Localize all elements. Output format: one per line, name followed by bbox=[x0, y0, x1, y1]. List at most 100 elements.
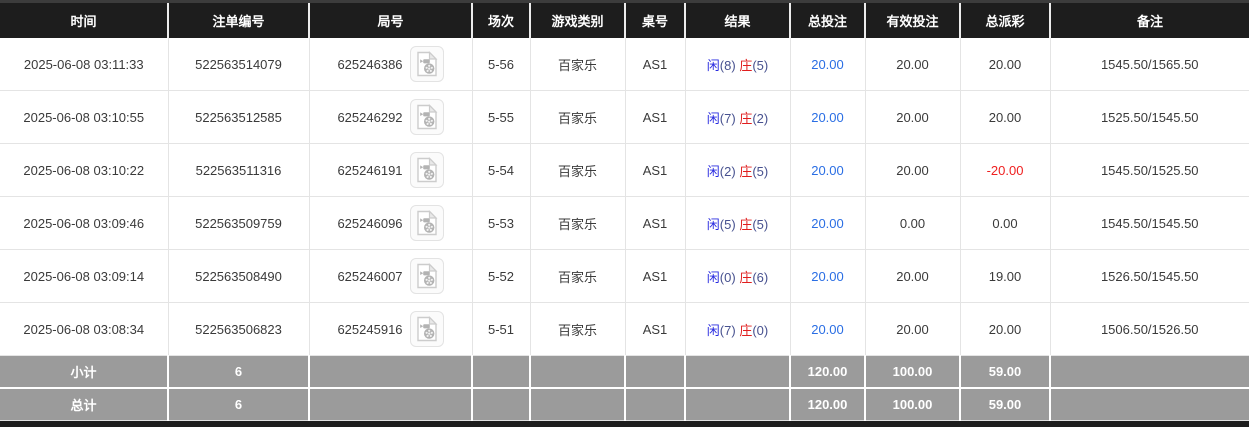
total-bet-link[interactable]: 20.00 bbox=[811, 215, 844, 231]
cell-game-type: 百家乐 bbox=[530, 38, 626, 91]
table-no-value: AS1 bbox=[642, 321, 668, 337]
game-type-value: 百家乐 bbox=[557, 110, 597, 126]
col-header-bet-id: 注单编号 bbox=[168, 0, 310, 38]
summary-result-empty bbox=[685, 388, 791, 421]
result-banker-score: (5) bbox=[752, 57, 769, 73]
total-payout-value: 0.00 bbox=[992, 215, 1018, 231]
cell-valid-bet: 0.00 bbox=[865, 196, 961, 250]
session-value: 5-53 bbox=[487, 215, 515, 231]
cell-bet-id: 522563512585 bbox=[168, 90, 310, 144]
valid-bet-value: 0.00 bbox=[899, 215, 926, 231]
time-value: 2025-06-08 03:10:22 bbox=[23, 162, 145, 178]
cell-valid-bet: 20.00 bbox=[865, 90, 961, 144]
video-file-icon bbox=[416, 263, 438, 289]
remark-value: 1526.50/1545.50 bbox=[1100, 268, 1199, 284]
cell-table-no: AS1 bbox=[625, 143, 686, 197]
cell-remark: 1525.50/1545.50 bbox=[1050, 90, 1249, 144]
cell-total-payout: 0.00 bbox=[960, 196, 1051, 250]
video-replay-button[interactable] bbox=[409, 311, 444, 347]
col-header-valid-bet: 有效投注 bbox=[865, 0, 961, 38]
cell-session: 5-51 bbox=[472, 302, 531, 356]
table-no-value: AS1 bbox=[642, 56, 668, 72]
result-player-label: 闲 bbox=[706, 322, 720, 338]
total-payout-value: -20.00 bbox=[986, 162, 1024, 178]
cell-time: 2025-06-08 03:10:22 bbox=[0, 143, 169, 197]
video-replay-button[interactable] bbox=[409, 258, 444, 294]
summary-table-empty bbox=[625, 388, 686, 421]
bet-id-value: 522563506823 bbox=[195, 321, 282, 337]
cell-time: 2025-06-08 03:09:14 bbox=[0, 249, 169, 303]
total-bet-link[interactable]: 20.00 bbox=[811, 109, 844, 125]
cell-result: 闲(5) 庄(5) bbox=[685, 196, 791, 250]
cell-game-type: 百家乐 bbox=[530, 302, 626, 356]
result-banker-label: 庄 bbox=[739, 216, 753, 232]
cell-result: 闲(2) 庄(5) bbox=[685, 143, 791, 197]
cell-time: 2025-06-08 03:11:33 bbox=[0, 38, 169, 91]
video-file-icon bbox=[416, 157, 438, 183]
cell-session: 5-56 bbox=[472, 38, 531, 91]
cell-total-bet: 20.00 bbox=[790, 196, 866, 250]
video-replay-button[interactable] bbox=[409, 46, 444, 82]
table-row: 2025-06-08 03:10:55 522563512585 625246292… bbox=[0, 90, 1249, 144]
video-replay-button[interactable] bbox=[409, 152, 444, 188]
cell-round-id: 625246007 bbox=[309, 249, 473, 303]
time-value: 2025-06-08 03:10:55 bbox=[23, 109, 145, 125]
round-id-value: 625246096 bbox=[337, 215, 403, 231]
cell-result: 闲(0) 庄(6) bbox=[685, 249, 791, 303]
summary-session-empty bbox=[472, 388, 531, 421]
cell-bet-id: 522563509759 bbox=[168, 196, 310, 250]
summary-valid-bet: 100.00 bbox=[865, 388, 961, 421]
result-player-score: (8) bbox=[719, 57, 736, 73]
total-bet-link[interactable]: 20.00 bbox=[811, 321, 844, 337]
cell-time: 2025-06-08 03:08:34 bbox=[0, 302, 169, 356]
valid-bet-value: 20.00 bbox=[896, 109, 929, 125]
cell-session: 5-55 bbox=[472, 90, 531, 144]
cell-table-no: AS1 bbox=[625, 90, 686, 144]
result-banker-label: 庄 bbox=[739, 163, 753, 179]
cell-table-no: AS1 bbox=[625, 249, 686, 303]
result-player-score: (2) bbox=[719, 163, 736, 179]
video-file-icon bbox=[416, 104, 438, 130]
result-banker-score: (6) bbox=[752, 269, 769, 285]
video-replay-button[interactable] bbox=[409, 205, 444, 241]
col-header-table-no: 桌号 bbox=[625, 0, 686, 38]
cell-table-no: AS1 bbox=[625, 196, 686, 250]
col-header-time: 时间 bbox=[0, 0, 169, 38]
summary-count: 6 bbox=[168, 388, 310, 421]
cell-result: 闲(7) 庄(2) bbox=[685, 90, 791, 144]
cell-round-id: 625246096 bbox=[309, 196, 473, 250]
round-id-group: 625246292 bbox=[310, 99, 472, 135]
table-row: 2025-06-08 03:10:22 522563511316 625246191… bbox=[0, 143, 1249, 197]
session-value: 5-56 bbox=[487, 56, 515, 72]
result-player-label: 闲 bbox=[706, 163, 720, 179]
session-value: 5-52 bbox=[487, 268, 515, 284]
total-bet-link[interactable]: 20.00 bbox=[811, 162, 844, 178]
header-row: 时间 注单编号 局号 场次 游戏类别 桌号 结果 总投注 有效投注 总派彩 备注 bbox=[0, 0, 1249, 38]
bet-id-value: 522563508490 bbox=[195, 268, 282, 284]
table-footer: 小计 6 120.00 100.00 59.00 总计 6 120.00 100.00 59.00 bbox=[0, 355, 1249, 421]
summary-total-bet: 120.00 bbox=[790, 388, 866, 421]
summary-game-empty bbox=[530, 388, 626, 421]
table-body: 2025-06-08 03:11:33 522563514079 625246386… bbox=[0, 38, 1249, 356]
summary-total-bet: 120.00 bbox=[790, 355, 866, 389]
game-type-value: 百家乐 bbox=[557, 322, 597, 338]
summary-round-empty bbox=[309, 388, 473, 421]
summary-table-empty bbox=[625, 355, 686, 389]
result-banker-label: 庄 bbox=[739, 269, 753, 285]
valid-bet-value: 20.00 bbox=[896, 162, 929, 178]
time-value: 2025-06-08 03:09:46 bbox=[23, 215, 145, 231]
total-bet-link[interactable]: 20.00 bbox=[811, 56, 844, 72]
video-replay-button[interactable] bbox=[409, 99, 444, 135]
cell-total-payout: 20.00 bbox=[960, 90, 1051, 144]
cell-round-id: 625246386 bbox=[309, 38, 473, 91]
bet-id-value: 522563509759 bbox=[195, 215, 282, 231]
summary-valid-bet: 100.00 bbox=[865, 355, 961, 389]
col-header-total-bet: 总投注 bbox=[790, 0, 866, 38]
summary-total-payout: 59.00 bbox=[960, 388, 1051, 421]
round-id-group: 625246096 bbox=[310, 205, 472, 241]
game-type-value: 百家乐 bbox=[557, 163, 597, 179]
total-bet-link[interactable]: 20.00 bbox=[811, 268, 844, 284]
col-header-result: 结果 bbox=[685, 0, 791, 38]
summary-remark-empty bbox=[1050, 355, 1249, 389]
video-file-icon bbox=[416, 210, 438, 236]
